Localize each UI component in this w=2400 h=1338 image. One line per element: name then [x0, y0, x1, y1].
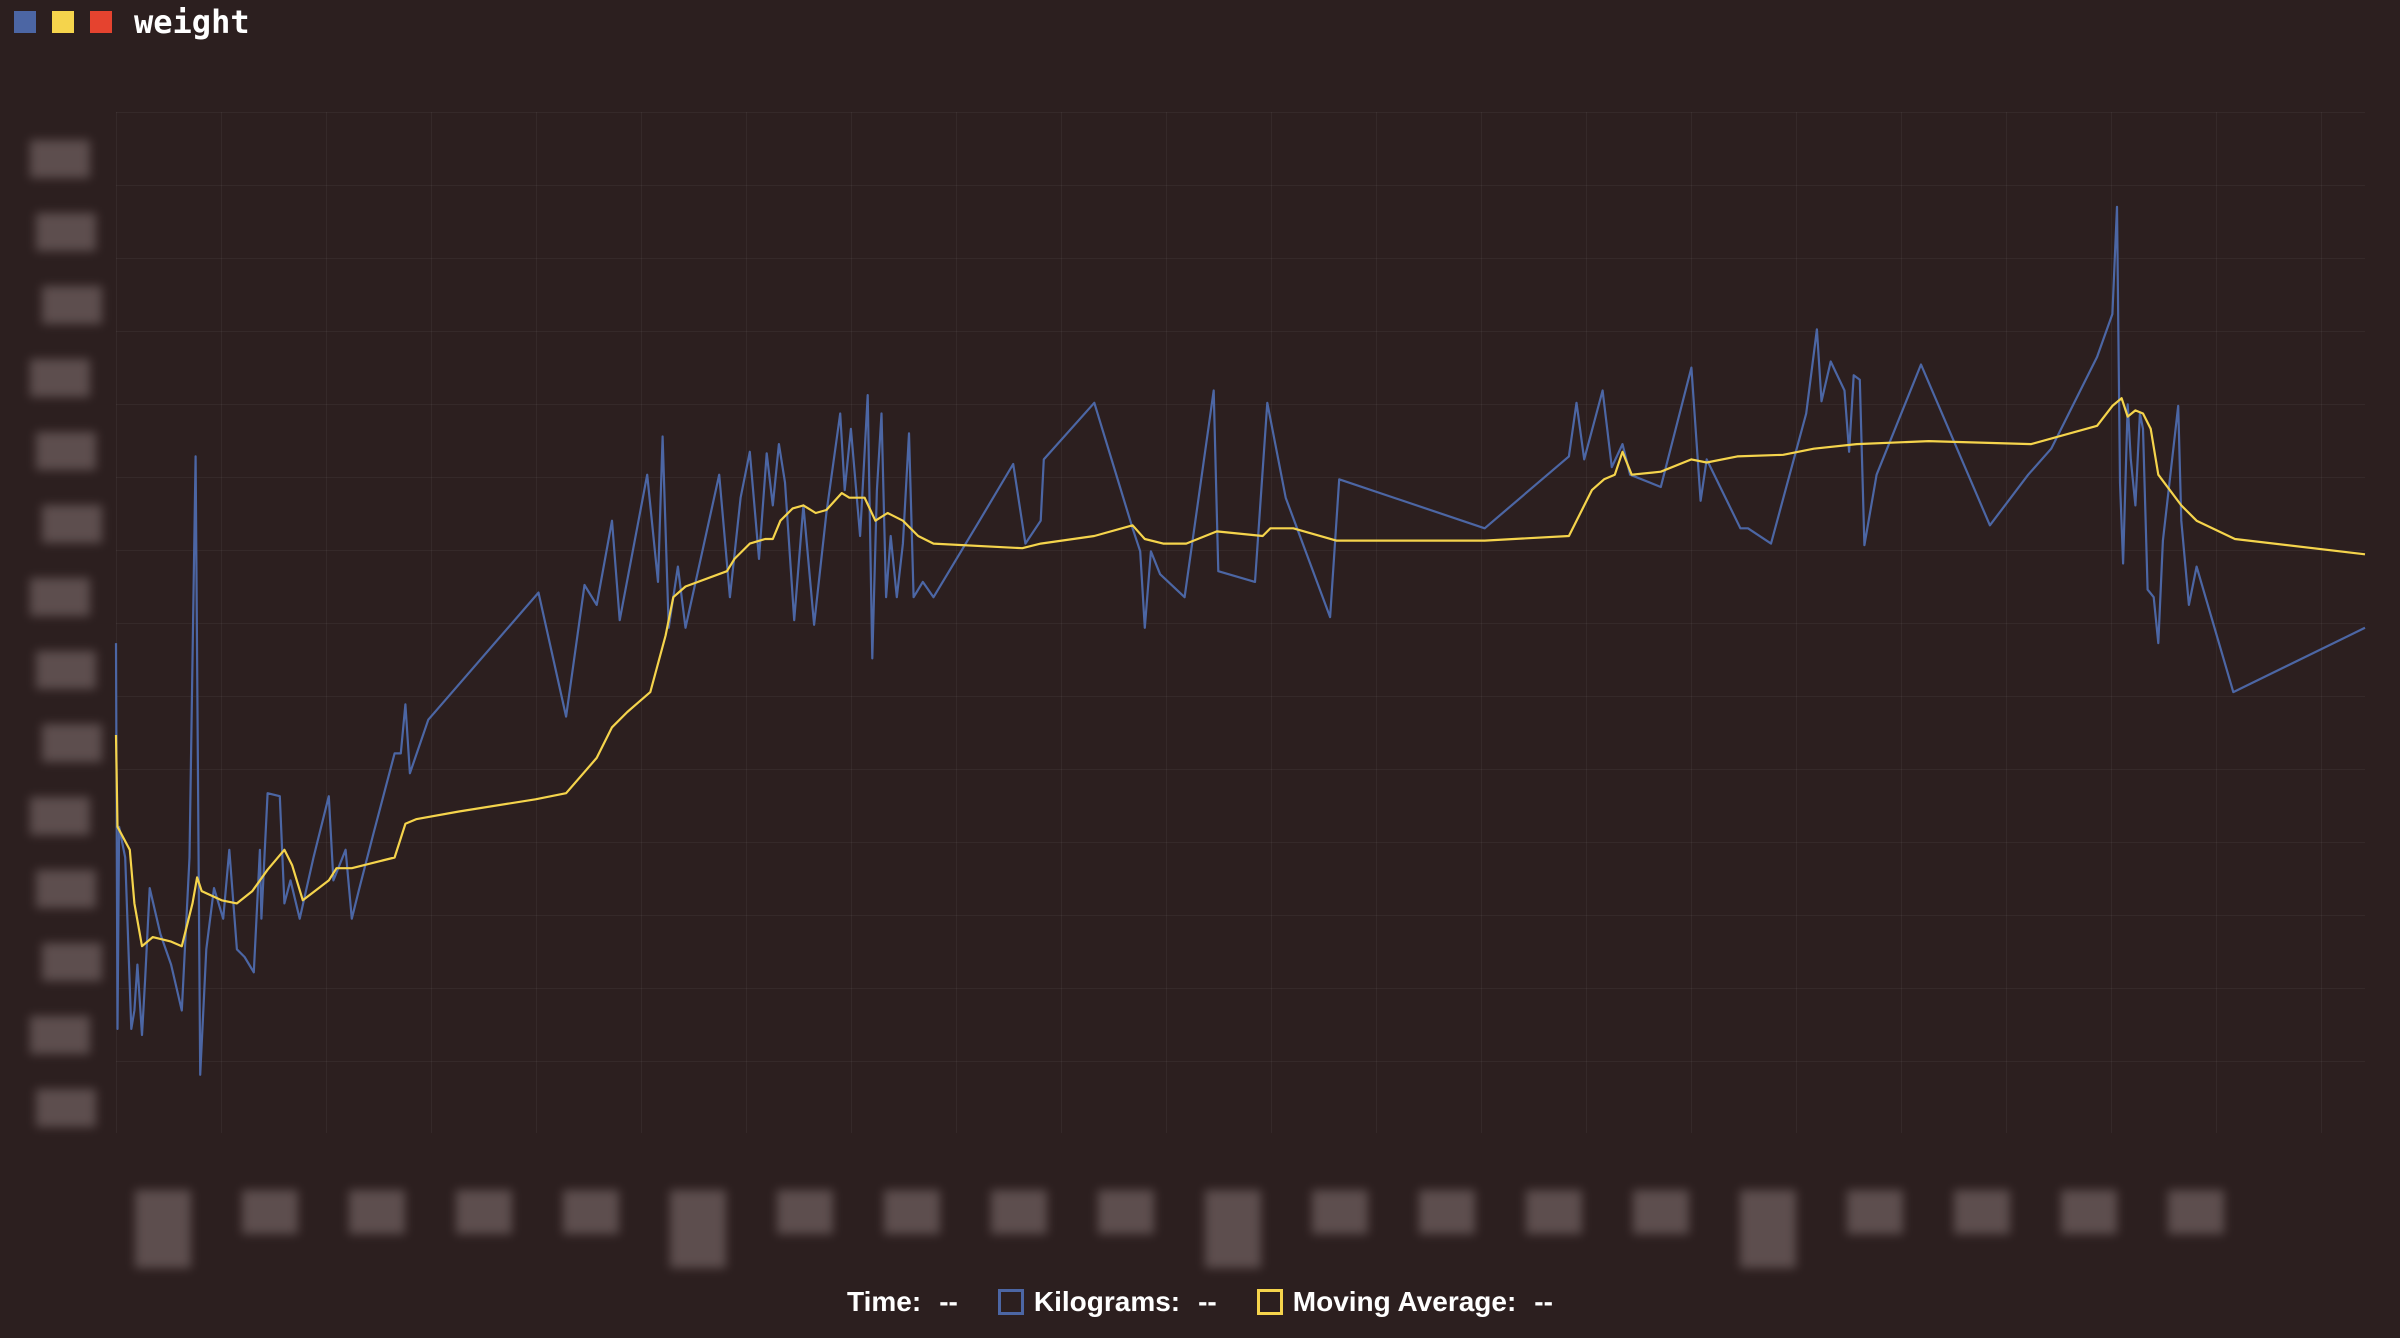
blurred-label: [36, 1089, 96, 1127]
blurred-label: [42, 724, 102, 762]
blurred-label: [2168, 1190, 2224, 1234]
legend-time: Time: --: [847, 1286, 958, 1318]
legend-swatch: [997, 1289, 1024, 1315]
legend-value: --: [1534, 1286, 1553, 1317]
blurred-label: [30, 1016, 90, 1054]
blurred-label: [1740, 1190, 1796, 1268]
swatch: [90, 11, 112, 33]
blurred-label: [36, 213, 96, 251]
blurred-label: [1419, 1190, 1475, 1234]
blurred-label: [991, 1190, 1047, 1234]
legend-label: Time:: [847, 1286, 922, 1317]
legend-swatch: [1256, 1289, 1283, 1315]
legend-item[interactable]: Kilograms: --: [997, 1286, 1217, 1318]
blurred-label: [1633, 1190, 1689, 1234]
chart-title: weight: [134, 3, 250, 41]
blurred-label: [1954, 1190, 2010, 1234]
blurred-label: [36, 432, 96, 470]
blurred-label: [670, 1190, 726, 1268]
blurred-label: [1312, 1190, 1368, 1234]
legend-value: --: [939, 1286, 958, 1317]
blurred-label: [2061, 1190, 2117, 1234]
blurred-label: [1847, 1190, 1903, 1234]
blurred-label: [42, 943, 102, 981]
blurred-label: [30, 578, 90, 616]
blurred-label: [349, 1190, 405, 1234]
blurred-label: [135, 1190, 191, 1268]
blurred-label: [1098, 1190, 1154, 1234]
blurred-label: [456, 1190, 512, 1234]
blurred-label: [884, 1190, 940, 1234]
header: weight: [14, 2, 250, 42]
grid: [116, 112, 2365, 1133]
blurred-label: [777, 1190, 833, 1234]
blurred-label: [42, 505, 102, 543]
blurred-label: [36, 870, 96, 908]
blurred-label: [30, 359, 90, 397]
legend: Time: -- Kilograms: -- Moving Average: --: [0, 1286, 2400, 1318]
blurred-label: [1526, 1190, 1582, 1234]
swatch: [14, 11, 36, 33]
blurred-label: [42, 286, 102, 324]
blurred-label: [30, 797, 90, 835]
blurred-label: [30, 140, 90, 178]
swatch: [52, 11, 74, 33]
series-line: [114, 397, 2366, 948]
legend-value: --: [1198, 1286, 1217, 1317]
legend-item[interactable]: Moving Average: --: [1256, 1286, 1553, 1318]
blurred-label: [563, 1190, 619, 1234]
legend-label: Moving Average:: [1292, 1286, 1517, 1317]
series-line: [114, 205, 2366, 1076]
blurred-label: [1205, 1190, 1261, 1268]
blurred-label: [242, 1190, 298, 1234]
blurred-label: [36, 651, 96, 689]
legend-label: Kilograms:: [1033, 1286, 1181, 1317]
